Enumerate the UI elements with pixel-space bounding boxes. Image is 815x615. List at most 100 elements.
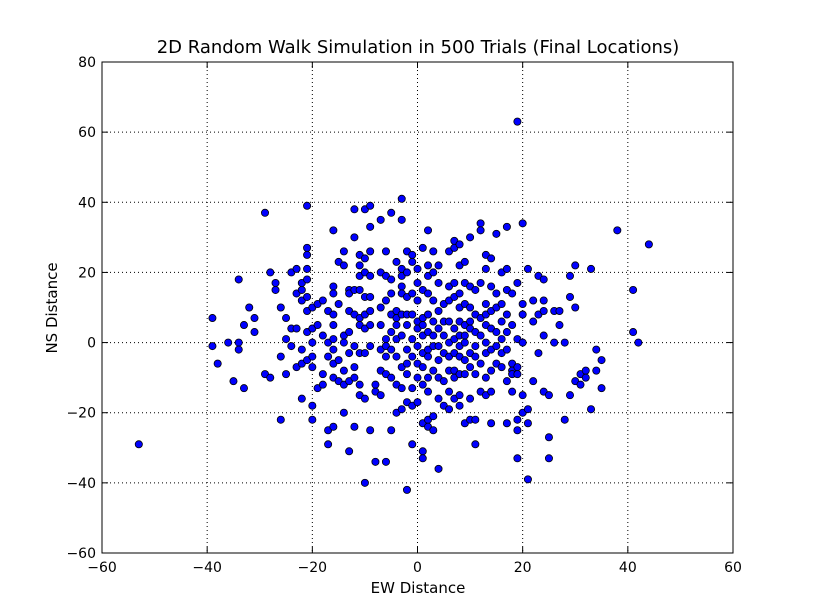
scatter-point bbox=[376, 321, 385, 330]
scatter-point bbox=[565, 292, 574, 301]
scatter-point bbox=[350, 373, 359, 382]
scatter-point bbox=[429, 296, 438, 305]
scatter-point bbox=[434, 342, 443, 351]
scatter-point bbox=[261, 208, 270, 217]
scatter-point bbox=[571, 261, 580, 270]
scatter-point bbox=[581, 373, 590, 382]
scatter-point bbox=[460, 338, 469, 347]
scatter-point bbox=[513, 363, 522, 372]
scatter-point bbox=[476, 331, 485, 340]
x-tick-labels: −60 −40 −20 0 20 40 60 bbox=[87, 560, 742, 576]
scatter-point bbox=[329, 321, 338, 330]
scatter-point bbox=[581, 366, 590, 375]
x-tick-label: 0 bbox=[413, 560, 422, 576]
scatter-point bbox=[523, 419, 532, 428]
scatter-point bbox=[250, 328, 259, 337]
scatter-point bbox=[266, 373, 275, 382]
scatter-point bbox=[544, 433, 553, 442]
scatter-point bbox=[424, 373, 433, 382]
scatter-point bbox=[502, 264, 511, 273]
scatter-point bbox=[413, 278, 422, 287]
scatter-point bbox=[239, 321, 248, 330]
scatter-point bbox=[418, 454, 427, 463]
scatter-point bbox=[208, 342, 217, 351]
scatter-point bbox=[518, 391, 527, 400]
scatter-point bbox=[408, 289, 417, 298]
scatter-point bbox=[308, 338, 317, 347]
scatter-point bbox=[360, 349, 369, 358]
scatter-point bbox=[297, 285, 306, 294]
y-tick-label: 80 bbox=[78, 55, 96, 71]
scatter-point bbox=[518, 338, 527, 347]
scatter-point bbox=[318, 296, 327, 305]
scatter-point bbox=[445, 387, 454, 396]
x-tick-label: 20 bbox=[514, 560, 532, 576]
scatter-point bbox=[565, 271, 574, 280]
scatter-point bbox=[460, 331, 469, 340]
scatter-point bbox=[460, 257, 469, 266]
axis-ticks bbox=[101, 61, 734, 554]
scatter-point bbox=[587, 405, 596, 414]
scatter-point bbox=[424, 261, 433, 270]
scatter-point bbox=[402, 485, 411, 494]
scatter-point bbox=[387, 289, 396, 298]
scatter-point bbox=[513, 278, 522, 287]
scatter-point bbox=[466, 303, 475, 312]
scatter-point bbox=[276, 415, 285, 424]
scatter-point bbox=[376, 303, 385, 312]
scatter-point bbox=[376, 391, 385, 400]
scatter-point bbox=[366, 426, 375, 435]
scatter-point bbox=[523, 405, 532, 414]
scatter-point bbox=[429, 412, 438, 421]
scatter-point bbox=[471, 285, 480, 294]
scatter-point bbox=[513, 454, 522, 463]
scatter-point bbox=[487, 254, 496, 263]
scatter-point bbox=[518, 310, 527, 319]
scatter-point bbox=[455, 240, 464, 249]
scatter-point bbox=[502, 328, 511, 337]
scatter-point bbox=[418, 243, 427, 252]
scatter-point bbox=[408, 257, 417, 266]
scatter-point bbox=[381, 247, 390, 256]
scatter-point bbox=[329, 282, 338, 291]
scatter-point bbox=[450, 278, 459, 287]
scatter-point bbox=[381, 352, 390, 361]
scatter-point bbox=[497, 335, 506, 344]
scatter-point bbox=[502, 310, 511, 319]
data-points bbox=[134, 117, 653, 494]
scatter-point bbox=[234, 345, 243, 354]
scatter-point bbox=[397, 194, 406, 203]
scatter-point bbox=[387, 328, 396, 337]
scatter-point bbox=[413, 296, 422, 305]
scatter-point bbox=[271, 278, 280, 287]
scatter-point bbox=[644, 240, 653, 249]
scatter-point bbox=[560, 338, 569, 347]
scatter-point bbox=[434, 464, 443, 473]
scatter-point bbox=[402, 345, 411, 354]
scatter-point bbox=[513, 117, 522, 126]
scatter-point bbox=[282, 314, 291, 323]
scatter-point bbox=[392, 352, 401, 361]
scatter-point bbox=[429, 426, 438, 435]
scatter-point bbox=[376, 215, 385, 224]
scatter-point bbox=[413, 342, 422, 351]
scatter-point bbox=[297, 394, 306, 403]
scatter-point bbox=[134, 440, 143, 449]
scatter-point bbox=[592, 345, 601, 354]
scatter-point bbox=[434, 261, 443, 270]
scatter-point bbox=[518, 219, 527, 228]
scatter-point bbox=[424, 310, 433, 319]
scatter-point bbox=[308, 352, 317, 361]
y-tick-label: 40 bbox=[78, 195, 96, 211]
scatter-point bbox=[355, 380, 364, 389]
scatter-point bbox=[250, 314, 259, 323]
scatter-point bbox=[366, 292, 375, 301]
scatter-point bbox=[287, 342, 296, 351]
scatter-point bbox=[487, 387, 496, 396]
y-tick-label: −60 bbox=[66, 546, 96, 562]
chart-title: 2D Random Walk Simulation in 500 Trials … bbox=[157, 37, 680, 58]
scatter-point bbox=[324, 352, 333, 361]
scatter-point bbox=[476, 278, 485, 287]
scatter-point bbox=[371, 380, 380, 389]
